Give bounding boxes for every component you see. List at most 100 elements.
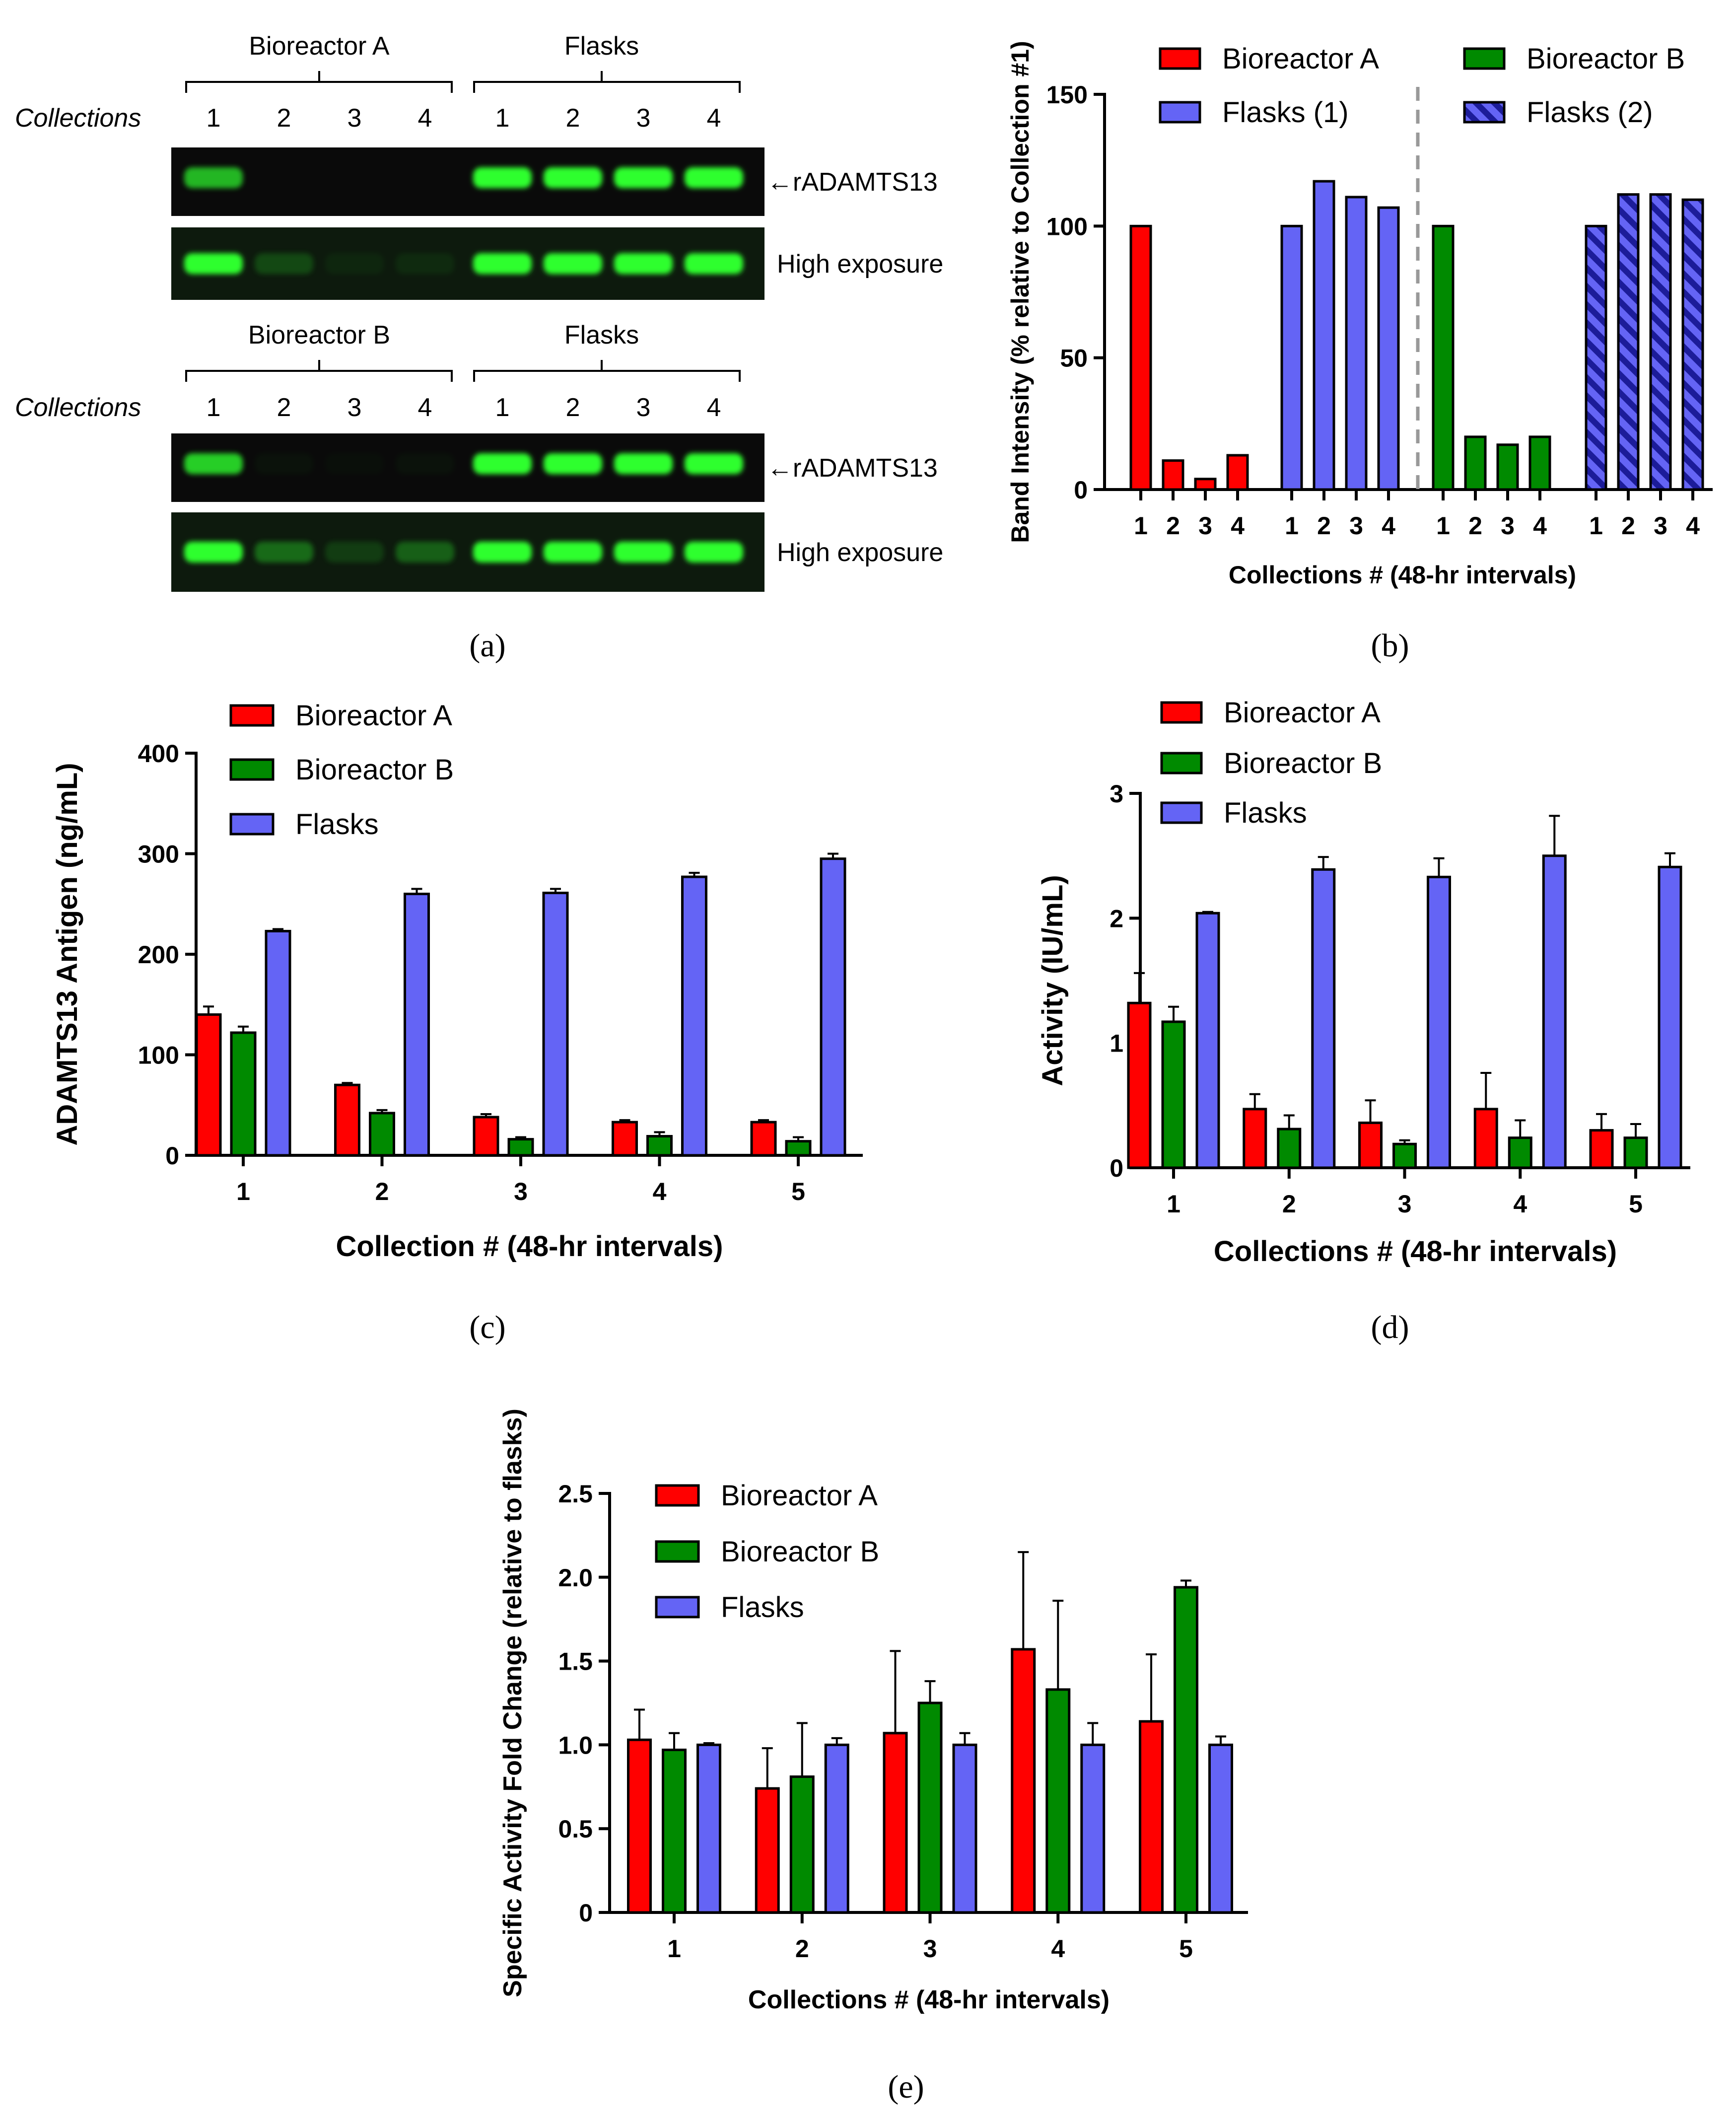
x-tick-label: 4 (1382, 512, 1395, 540)
y-axis-title: Specific Activity Fold Change (relative … (498, 1409, 527, 1997)
x-tick-label: 4 (1231, 512, 1245, 540)
lane-number: 2 (566, 393, 580, 422)
y-tick-label: 0.5 (558, 1815, 593, 1843)
legend-swatch (1160, 701, 1203, 724)
blot-band (255, 453, 313, 474)
x-tick-label: 3 (514, 1178, 528, 1205)
category-group (473, 888, 569, 1157)
legend-swatch (229, 813, 275, 836)
legend-label: Flasks (295, 808, 379, 841)
y-tick-label: 400 (138, 740, 179, 768)
x-tick-label: 5 (791, 1178, 805, 1205)
bar (334, 1083, 360, 1157)
bar (1473, 1108, 1498, 1169)
bar (265, 929, 291, 1157)
bar (1542, 854, 1567, 1169)
bar (681, 875, 707, 1157)
x-tick-label: 2 (1166, 512, 1180, 540)
panel-e-specific-activity-chart: 0 0.5 1.0 1.5 2.0 2.5 1 2 3 4 5 Collections # (48-h… (498, 1409, 1248, 2014)
blot-band (473, 542, 532, 563)
bar (1464, 435, 1487, 491)
legend-item: Bioreactor B (655, 1536, 879, 1568)
blot-strip-label: ←rADAMTS13 (767, 168, 938, 197)
blot-band (325, 542, 384, 563)
bar (1045, 1688, 1071, 1914)
x-tick-label: 2 (1317, 512, 1331, 540)
bar (785, 1140, 812, 1157)
legend-label: Bioreactor A (1224, 697, 1381, 729)
panel-label-c: (c) (469, 1309, 505, 1345)
y-tick-label: 0 (579, 1899, 593, 1927)
bar (404, 893, 430, 1157)
blot-bracket-left (185, 360, 453, 382)
y-tick-label: 2.0 (558, 1564, 593, 1592)
lane-number: 1 (207, 393, 221, 422)
legend-swatch (1463, 101, 1506, 124)
legend-item: Bioreactor B (1160, 747, 1382, 779)
bar (1392, 1142, 1417, 1169)
blot-band (184, 167, 243, 188)
blot-band (614, 167, 673, 188)
legend-label: Flasks (1) (1222, 96, 1349, 129)
bar (1623, 1136, 1648, 1169)
blot-band (614, 453, 673, 474)
bar (1658, 865, 1682, 1169)
bar (195, 1013, 222, 1157)
blot-group-left-label: Bioreactor B (248, 321, 390, 350)
blot-strip: High exposure (171, 512, 943, 592)
x-tick-label: 4 (653, 1178, 667, 1205)
y-tick-label: 2 (1110, 905, 1123, 932)
blot-strip: ←rADAMTS13 (171, 147, 938, 216)
y-tick-label: 3 (1110, 780, 1123, 808)
bar (1139, 1720, 1164, 1914)
lane-number: 2 (277, 104, 291, 133)
bar (646, 1135, 673, 1157)
x-tick-label: 1 (1589, 512, 1603, 540)
bar (1195, 912, 1220, 1169)
blot-strip-background (171, 147, 764, 216)
bar (1377, 206, 1400, 491)
blot-band (685, 253, 743, 274)
blot-band (325, 453, 384, 474)
bar (1617, 193, 1640, 491)
bar (1277, 1128, 1302, 1169)
category-group (1127, 911, 1220, 1169)
bar (1226, 454, 1249, 491)
blot-bracket-left (185, 71, 453, 93)
blot-strip-label: High exposure (777, 250, 943, 279)
category-group (750, 852, 846, 1157)
lane-number: 4 (707, 104, 721, 133)
panel-label-d: (d) (1371, 1309, 1409, 1345)
x-tick-label: 4 (1533, 512, 1547, 540)
category-group (612, 871, 707, 1157)
collections-row-label: Collections (15, 393, 141, 422)
lane-number: 1 (495, 104, 510, 133)
bar (1174, 1586, 1198, 1914)
y-axis-title: Activity (IU/mL) (1037, 875, 1069, 1086)
blot-band (473, 167, 532, 188)
bar (662, 1749, 687, 1914)
bar (883, 1732, 908, 1914)
bar (1496, 443, 1519, 491)
legend-label: Bioreactor B (295, 754, 454, 786)
lane-number: 4 (707, 393, 721, 422)
x-tick-label: 2 (1621, 512, 1635, 540)
lane-number: 2 (566, 104, 580, 133)
panel-a-western-blot: Bioreactor A Flasks Collections 1 2 3 4 1 2 3 4 ←rA… (15, 32, 943, 592)
blot-block: Bioreactor B Flasks Collections 1 2 3 4 1 2 3 4 ←rA… (15, 321, 943, 592)
legend-item: Bioreactor A (1160, 697, 1381, 729)
legend-swatch (229, 704, 275, 727)
bar (917, 1701, 943, 1914)
bar (1358, 1122, 1383, 1169)
x-tick-label: 2 (1468, 512, 1482, 540)
y-tick-label: 0 (1110, 1154, 1123, 1182)
legend-item: Flasks (2) (1463, 96, 1653, 129)
x-axis-title: Collections # (48-hr intervals) (1214, 1235, 1617, 1268)
category-group (1358, 857, 1451, 1169)
bar (1528, 435, 1551, 491)
legend-swatch (1159, 47, 1201, 70)
bar (1427, 875, 1451, 1169)
